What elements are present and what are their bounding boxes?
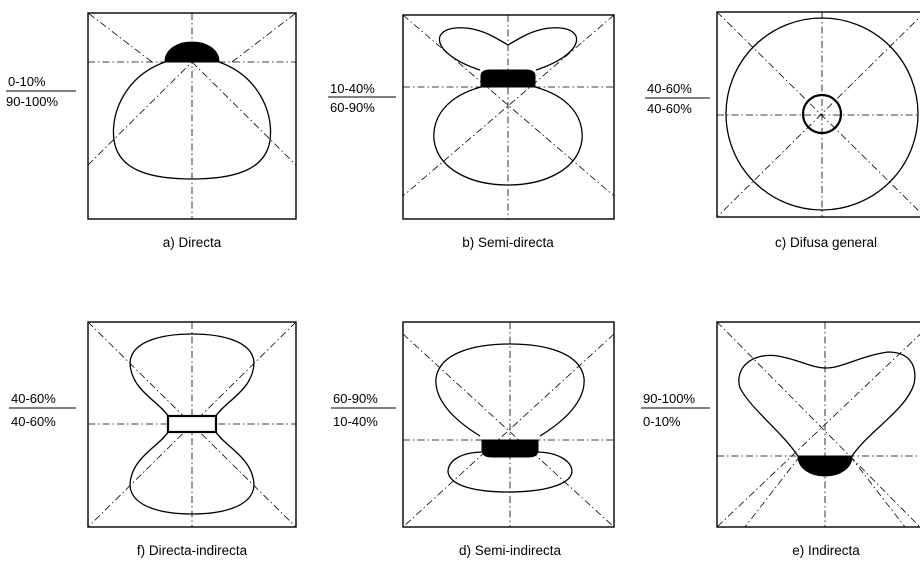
panel-difusa-general bbox=[716, 11, 920, 218]
panel-caption: f) Directa-indirecta bbox=[137, 543, 248, 558]
diagonal-guide bbox=[402, 333, 615, 528]
panel-frame bbox=[402, 321, 615, 528]
panel-caption: d) Semi-indirecta bbox=[459, 543, 562, 558]
diagonal-guide bbox=[87, 12, 153, 63]
lower-lobe-curve bbox=[129, 431, 255, 515]
luminous-distribution-curve bbox=[725, 17, 919, 211]
lower-percentage: 60-90% bbox=[330, 100, 375, 115]
upper-percentage: 0-10% bbox=[8, 74, 46, 89]
panel-frame bbox=[716, 321, 920, 528]
upper-percentage: 90-100% bbox=[643, 391, 695, 406]
luminaire-icon bbox=[797, 455, 853, 477]
diagonal-guide bbox=[716, 11, 920, 213]
upper-percentage: 60-90% bbox=[333, 391, 378, 406]
diagonal-guide bbox=[231, 12, 297, 63]
luminaire-icon bbox=[164, 41, 220, 63]
diagonal-guide bbox=[716, 321, 920, 528]
diagonal-guide bbox=[716, 16, 920, 218]
upper-percentage: 40-60% bbox=[11, 391, 56, 406]
luminaire-icon bbox=[166, 414, 218, 434]
lower-lobe-curve bbox=[447, 451, 573, 493]
lower-percentage: 40-60% bbox=[647, 101, 692, 116]
diagonal-guide bbox=[849, 455, 906, 528]
upper-lobe-curve bbox=[438, 27, 578, 71]
luminaire-icon bbox=[480, 69, 536, 88]
lower-percentage: 10-40% bbox=[333, 414, 378, 429]
lower-percentage: 40-60% bbox=[11, 414, 56, 429]
luminaire-icon bbox=[801, 93, 843, 135]
luminous-distribution-curve bbox=[738, 351, 916, 457]
diagonal-guide bbox=[87, 61, 193, 166]
panel-directa bbox=[87, 12, 297, 220]
lower-percentage: 90-100% bbox=[6, 94, 58, 109]
lower-lobe-curve bbox=[433, 86, 583, 186]
upper-lobe-curve bbox=[129, 333, 255, 417]
lower-percentage: 0-10% bbox=[643, 414, 681, 429]
luminous-distribution-curve bbox=[112, 61, 272, 180]
diagonal-guide bbox=[191, 61, 297, 166]
diagonal-guide bbox=[402, 14, 615, 197]
panel-semi-indirecta bbox=[402, 321, 615, 528]
diagonal-guide bbox=[402, 14, 615, 197]
upper-percentage: 40-60% bbox=[647, 81, 692, 96]
panel-caption: a) Directa bbox=[163, 235, 222, 250]
panel-caption: e) Indirecta bbox=[792, 543, 860, 558]
upper-lobe-curve bbox=[435, 343, 585, 437]
luminaire-icon bbox=[481, 439, 539, 458]
panel-indirecta bbox=[716, 321, 920, 528]
panel-frame bbox=[716, 11, 920, 218]
panel-caption: b) Semi-directa bbox=[462, 235, 554, 250]
diagonal-guide bbox=[716, 333, 920, 528]
diagonal-guide bbox=[744, 455, 801, 528]
panel-directa-indirecta bbox=[87, 321, 297, 528]
upper-percentage: 10-40% bbox=[330, 81, 375, 96]
panel-frame bbox=[402, 14, 615, 220]
panel-caption: c) Difusa general bbox=[775, 235, 877, 250]
panel-semi-directa bbox=[402, 14, 615, 220]
